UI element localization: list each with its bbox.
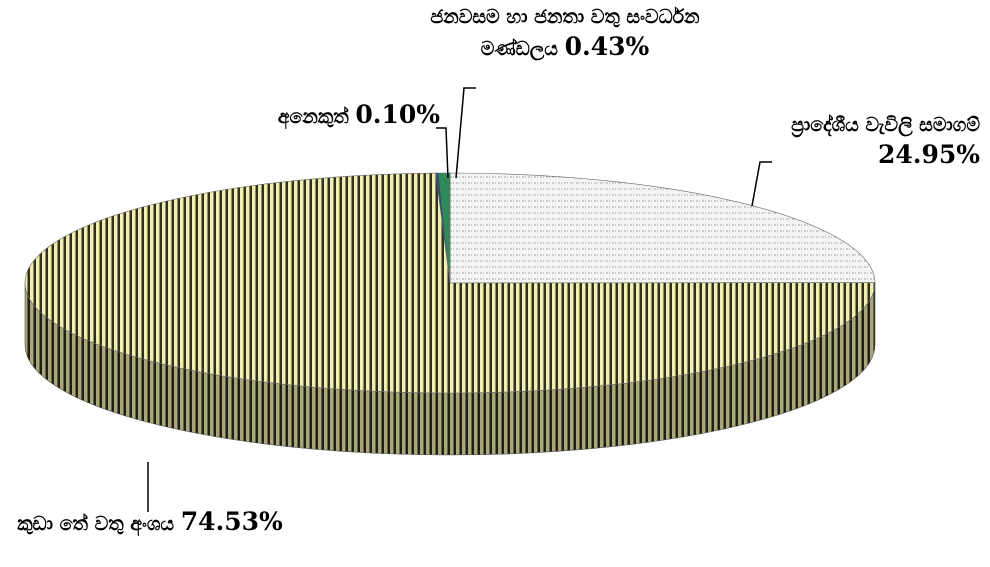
leaders bbox=[147, 87, 772, 512]
slice-label: ජනවසම හා ජනතා වතු සංවර්ධන මණ්ඩලය 0.43% bbox=[430, 2, 700, 64]
leader-line bbox=[751, 161, 772, 207]
value-label: 0.43% bbox=[564, 32, 650, 61]
category-label: ජනවසම හා ජනතා වතු සංවර්ධන මණ්ඩලය bbox=[430, 6, 700, 60]
slice bbox=[24, 172, 876, 394]
category-label: අනෙකුත් bbox=[277, 106, 349, 128]
slice-label: කුඩා තේ වතු අංශය 74.53% bbox=[5, 507, 295, 539]
leader-line bbox=[455, 87, 476, 179]
slice bbox=[449, 172, 876, 284]
leader-line bbox=[436, 127, 449, 179]
slice-label: අනෙකුත් 0.10% bbox=[200, 100, 440, 132]
value-label: 24.95% bbox=[877, 140, 980, 169]
pie-tops bbox=[24, 172, 876, 394]
slice bbox=[438, 172, 451, 284]
slice-label: ප්‍රාදේශීය වැවිලි සමාගම් 24.95% bbox=[740, 110, 980, 172]
value-label: 74.53% bbox=[180, 507, 283, 536]
value-label: 0.10% bbox=[355, 100, 440, 129]
category-label: කුඩා තේ වතු අංශය bbox=[17, 513, 175, 535]
category-label: ප්‍රාදේශීය වැවිලි සමාගම් bbox=[791, 114, 980, 136]
